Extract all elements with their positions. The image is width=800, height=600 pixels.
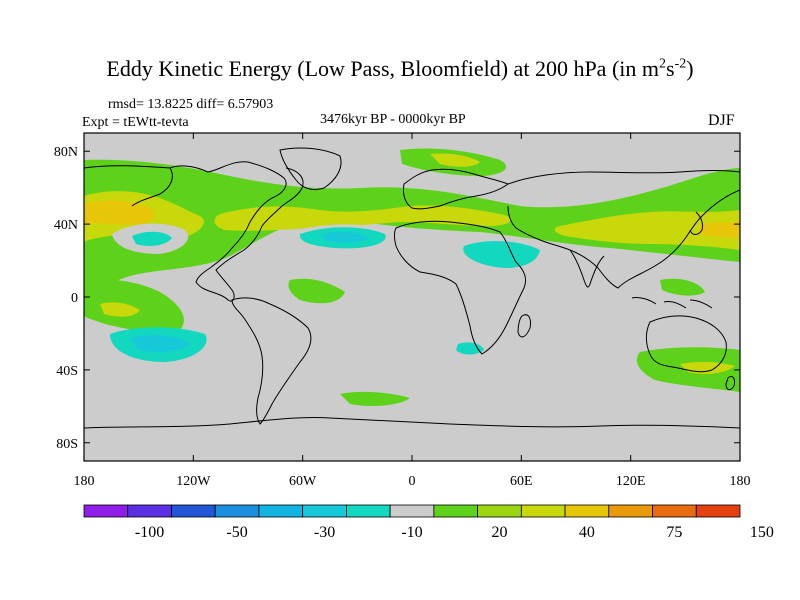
east-asia-patch [660,278,705,296]
y-axis: 80N 40N 0 40S 80S [54,145,740,452]
x-tick-label: 0 [409,474,416,489]
colorbar-label: 20 [491,524,507,541]
colorbar-swatch [302,504,347,518]
colorbar-label: 75 [666,524,682,541]
colorbar-swatch [345,504,391,518]
colorbar-swatch [695,504,741,518]
y-tick-label: 40N [54,218,78,233]
colorbar-swatch [433,504,479,518]
season-label: DJF [708,112,735,129]
x-tick-label: 60E [510,474,533,489]
colorbar-swatch [477,504,522,518]
japan-coast [689,211,703,235]
nh-jet-core-asia [554,210,740,250]
new-zealand-coast [725,375,735,391]
y-tick-label: 80N [54,145,78,160]
indonesia-coast [631,297,713,309]
y-tick-label: 40S [56,364,78,379]
colorbar-label: -100 [135,524,164,541]
map-area [84,133,740,461]
nh-jet-core-asia-inner [700,222,740,238]
colorbar-swatch [214,504,260,518]
colorbar-swatch [258,504,304,518]
north-africa-low [463,241,540,269]
colorbar-label: -50 [226,524,247,541]
x-tick-label: 60W [289,474,317,489]
east-pacific-patch [288,278,345,304]
australia-coast [645,315,727,373]
y-tick-label: 80S [56,437,78,452]
colorbar: -100 -50 -30 -10 20 40 75 150 [83,504,774,541]
madagascar-coast [517,314,531,338]
india-coast [569,249,605,288]
colorbar-swatch [83,504,129,518]
colorbar-swatch [564,504,610,518]
south-atlantic-patch [340,391,410,406]
colorbar-label: -10 [401,524,422,541]
x-tick-label: 120E [616,474,646,489]
x-axis: 180 120W 60W 0 60E 120E 180 [74,133,751,489]
asia-coast [507,170,740,289]
colorbar-swatch [520,504,566,518]
nh-jet-band [84,159,740,300]
rmsd-label: rmsd= 13.8225 diff= 6.57903 [108,97,274,112]
north-pacific-low-core [132,231,172,246]
africa-coast [394,220,527,355]
south-indian-low [456,342,484,355]
x-tick-label: 180 [730,474,751,489]
tropical-pacific-band [84,279,184,333]
negative-anomaly-layer [110,223,540,362]
north-america-coast [169,161,304,302]
y-tick-label: 0 [71,291,78,306]
mid-atlantic-low-core [322,231,368,243]
alaska-coast [84,165,173,207]
south-pacific-low-core [130,335,190,352]
chart-title: Eddy Kinetic Energy (Low Pass, Bloomfiel… [106,56,694,81]
colorbar-swatch [652,504,697,518]
antarctica-coast [84,416,740,429]
south-america-coast [231,297,312,425]
arctic-patch-core [430,153,480,167]
nh-jet-core-pacific-inner [84,200,156,225]
colorbar-swatch [608,504,653,518]
tropical-pacific-core [100,302,140,317]
colorbar-swatch [127,504,172,518]
nh-jet-core-atlantic [214,205,511,231]
period-label: 3476kyr BP - 0000kyr BP [320,112,466,127]
colorbar-swatch [171,504,216,518]
coastlines [84,147,740,429]
positive-anomaly-layer [84,148,740,406]
colorbar-swatch [389,504,435,518]
europe-coast [403,168,510,210]
colorbar-label: 40 [579,524,595,541]
greenland-coast [279,147,342,191]
experiment-label: Expt = tEWtt-tevta [82,115,189,130]
colorbar-label: -30 [314,524,335,541]
x-tick-label: 180 [74,474,95,489]
colorbar-label: 150 [750,524,774,541]
x-tick-label: 120W [176,474,211,489]
